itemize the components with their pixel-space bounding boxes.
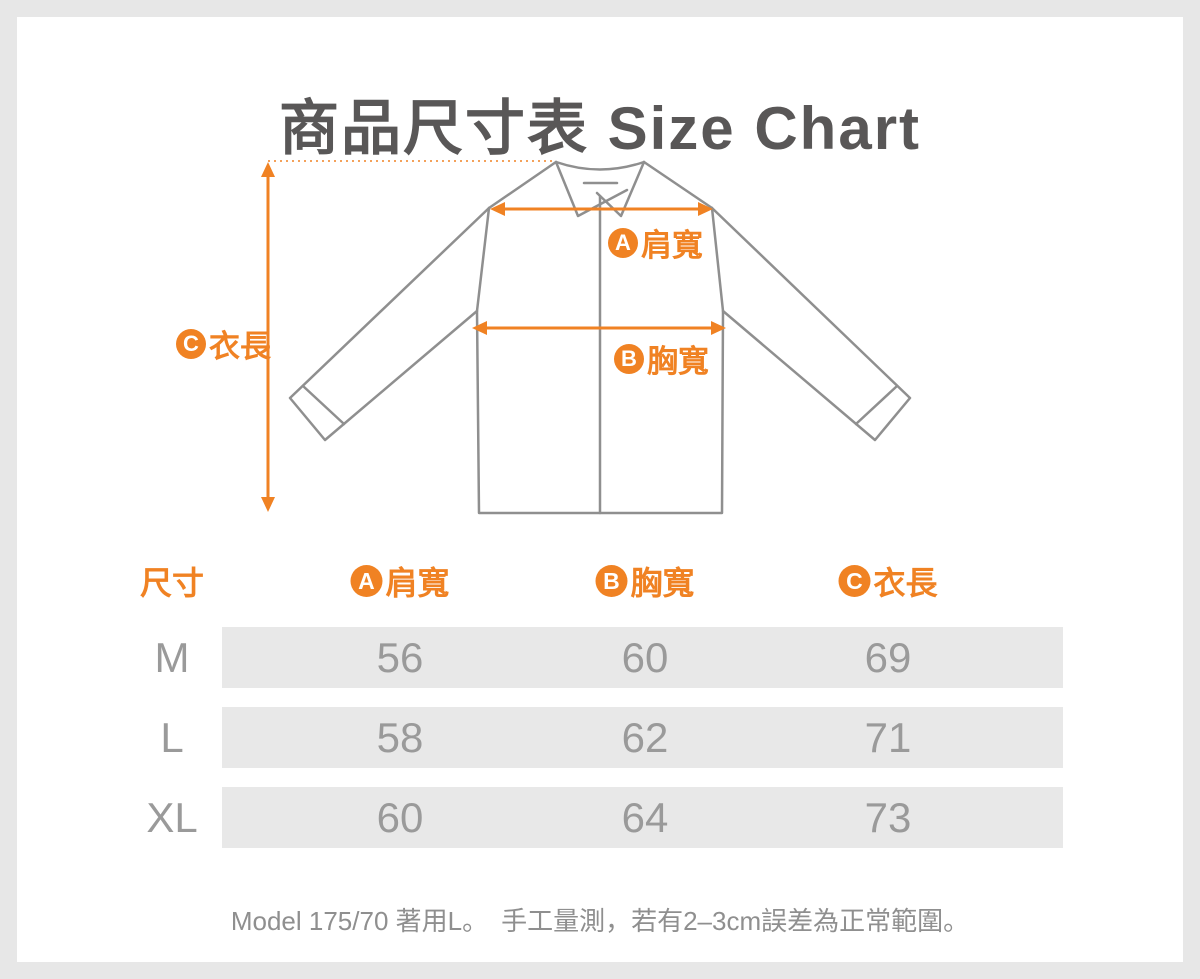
- chest-label-text: 胸寬: [647, 344, 709, 379]
- shirt-left-sleeve: [288, 206, 491, 442]
- garment-length-label: C 衣長: [176, 321, 271, 366]
- value-chest: 62: [621, 714, 669, 761]
- shoulder-letter-badge: A: [608, 227, 638, 258]
- header-shoulder: A 肩寬: [350, 563, 450, 601]
- chest-letter-badge: B: [614, 343, 644, 374]
- header-chest: B 胸寬: [595, 563, 695, 601]
- shirt-left-cuff-line: [301, 384, 346, 426]
- measurement-marks: [261, 160, 726, 512]
- length-letter-badge: C: [176, 328, 206, 359]
- shirt-collar-back: [554, 160, 646, 171]
- value-length: 69: [864, 634, 912, 681]
- size-label: L: [160, 714, 184, 761]
- header-shoulder-badge: A: [350, 565, 383, 597]
- row-band: [222, 787, 1063, 848]
- header-length-badge: C: [838, 565, 871, 597]
- page-title: 商品尺寸表 Size Chart: [278, 95, 922, 163]
- shoulder-label-text: 肩寬: [641, 228, 703, 263]
- value-chest: 64: [621, 794, 669, 841]
- table-row-xl: XL 60 64 73: [0, 787, 1200, 848]
- value-length: 71: [864, 714, 912, 761]
- value-length: 73: [864, 794, 912, 841]
- header-chest-text: 胸寬: [630, 565, 695, 601]
- length-arrow: [261, 162, 275, 512]
- header-length: C 衣長: [838, 563, 938, 601]
- table-row-l: L 58 62 71: [0, 707, 1200, 768]
- header-shoulder-text: 肩寬: [385, 565, 450, 601]
- value-shoulder: 60: [376, 794, 424, 841]
- length-label-text: 衣長: [209, 329, 271, 364]
- measurement-note: Model 175/70 著用L。 手工量測，若有2–3cm誤差為正常範圍。: [230, 906, 970, 936]
- shoulder-arrow: [490, 202, 713, 216]
- shirt-diagram: [261, 160, 912, 515]
- shirt-right-sleeve: [710, 206, 912, 442]
- shirt-right-shoulder: [642, 160, 714, 210]
- shirt-right-cuff-line: [854, 384, 899, 426]
- shoulder-width-label: A 肩寬: [608, 220, 703, 265]
- header-size: 尺寸: [139, 565, 205, 601]
- value-shoulder: 56: [376, 634, 424, 681]
- size-label: M: [154, 634, 190, 681]
- row-band: [222, 707, 1063, 768]
- shirt-collar-left-lapel: [554, 160, 629, 218]
- shirt-collar-right-lapel: [595, 160, 646, 218]
- chest-width-label: B 胸寬: [614, 336, 709, 381]
- header-chest-badge: B: [595, 565, 628, 597]
- row-band: [222, 627, 1063, 688]
- shirt-outline: [288, 160, 912, 515]
- value-chest: 60: [621, 634, 669, 681]
- table-row-m: M 56 60 69: [0, 627, 1200, 688]
- size-label: XL: [146, 794, 198, 841]
- header-length-text: 衣長: [873, 565, 938, 601]
- chest-arrow: [472, 321, 726, 335]
- value-shoulder: 58: [376, 714, 424, 761]
- shirt-left-shoulder: [487, 160, 558, 210]
